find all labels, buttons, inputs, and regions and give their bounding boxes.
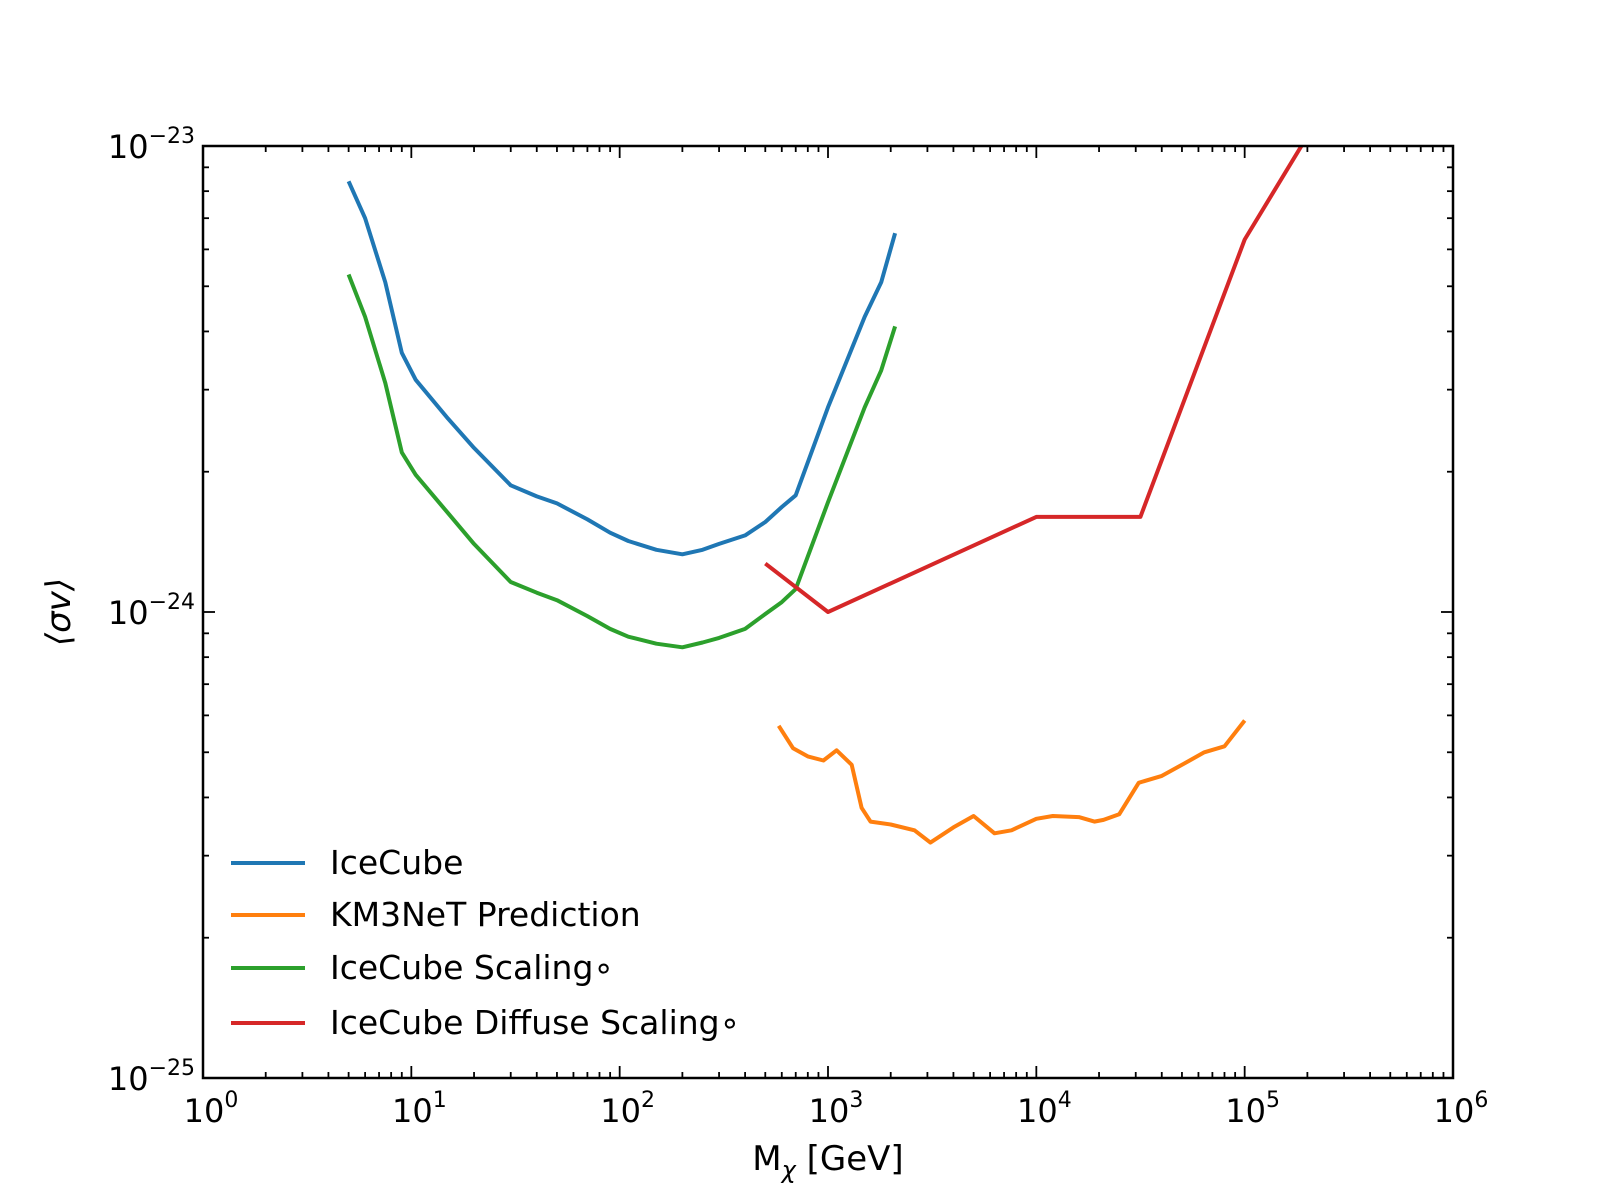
series-line-0	[346, 180, 898, 557]
series-layer	[346, 146, 1304, 845]
series-line-3	[764, 146, 1304, 614]
legend: IceCube KM3NeT Prediction IceCube Scaling∘…	[231, 843, 740, 1042]
y-tick-label: 10−25	[108, 1056, 195, 1098]
y-axis-label: ⟨σv⟩	[39, 578, 79, 646]
x-tick-label: 104	[1017, 1088, 1072, 1130]
x-tick-label: 100	[184, 1088, 239, 1130]
x-tick-label: 101	[392, 1088, 447, 1130]
series-line-1	[777, 719, 1247, 845]
legend-label: IceCube Scaling∘	[330, 948, 614, 987]
legend-label: IceCube	[330, 843, 463, 882]
x-axis-label: Mχ [GeV]	[752, 1139, 903, 1184]
x-tick-label: 103	[809, 1088, 864, 1130]
x-tick-label: 102	[600, 1088, 655, 1130]
y-tick-label: 10−24	[108, 590, 195, 632]
x-tick-label: 105	[1225, 1088, 1280, 1130]
y-tick-label: 10−23	[108, 124, 195, 166]
x-axis-label-subscript: χ	[780, 1156, 797, 1184]
ticks-layer	[202, 145, 1454, 1079]
series-line-2	[346, 273, 898, 650]
x-tick-label: 106	[1434, 1088, 1489, 1130]
legend-label: IceCube Diffuse Scaling∘	[330, 1003, 740, 1042]
legend-label: KM3NeT Prediction	[330, 895, 641, 934]
tick-labels-layer: 100 101 102 103 104 105 106 10−25 10−24 10−23	[108, 124, 1489, 1130]
